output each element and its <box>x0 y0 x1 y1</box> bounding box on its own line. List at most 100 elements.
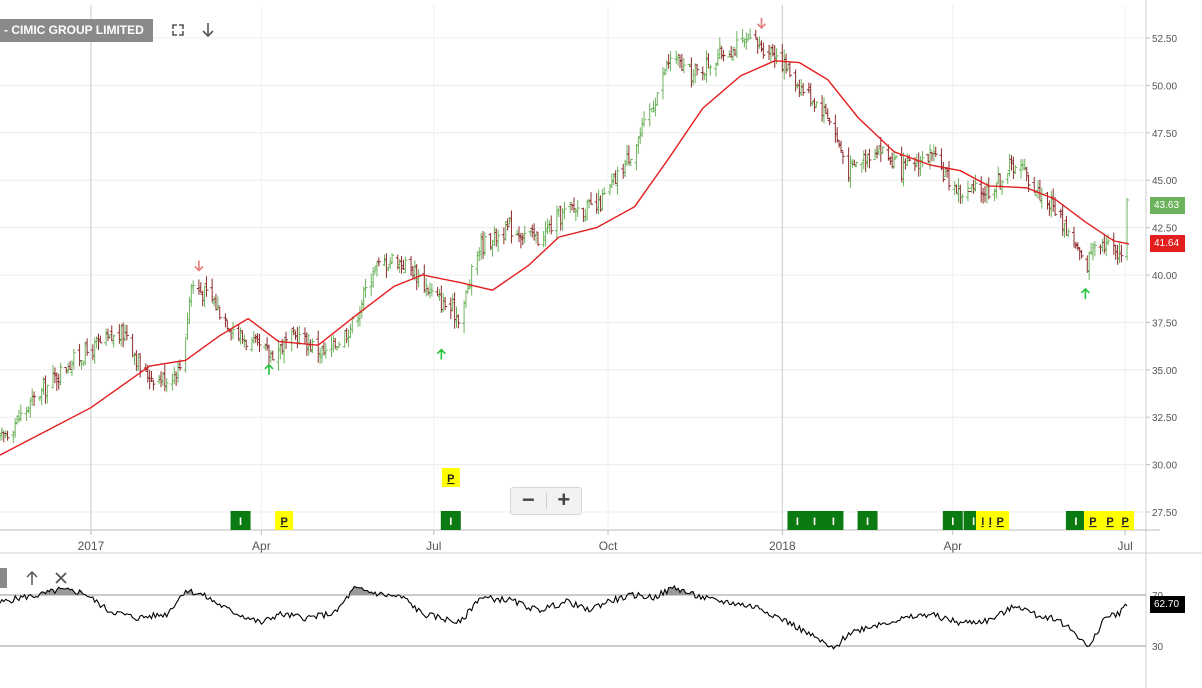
ohlc-bar <box>575 199 580 218</box>
signal-badge: P <box>1101 511 1120 530</box>
ohlc-bar <box>933 146 938 158</box>
close-icon[interactable] <box>53 568 69 594</box>
ohlc-bar <box>642 111 647 127</box>
signal-badge-box <box>787 511 808 530</box>
buy-signal-arrow-icon <box>1080 287 1090 299</box>
ohlc-bar <box>668 51 673 72</box>
download-arrow-icon[interactable] <box>198 20 218 40</box>
signal-badge: P <box>1116 511 1135 530</box>
ohlc-bar <box>1119 244 1124 263</box>
ohlc-bar <box>1013 164 1018 175</box>
ohlc-bar <box>482 232 487 256</box>
ohlc-bar <box>509 210 514 244</box>
x-tick-label: Jul <box>1117 539 1132 553</box>
y-tick-label: 40.00 <box>1152 271 1177 282</box>
signal-badge: I <box>787 511 808 530</box>
ohlc-bar <box>5 430 10 441</box>
moving-average-line <box>0 60 1130 456</box>
ohlc-bar <box>284 331 289 349</box>
signal-badge: P <box>275 511 294 530</box>
ohlc-bar <box>124 324 129 341</box>
signal-badge-label: I <box>449 516 452 528</box>
ohlc-bar <box>839 140 844 153</box>
ohlc-bar <box>111 334 116 348</box>
indicator-drag-handle[interactable] <box>0 568 7 588</box>
ohlc-bar <box>647 103 652 127</box>
signal-badge-label: P <box>1089 516 1096 528</box>
ohlc-bar <box>549 215 554 235</box>
ohlc-bar <box>965 180 970 202</box>
chart-title-badge[interactable]: - CIMIC GROUP LIMITED <box>0 19 153 42</box>
ohlc-bar <box>71 348 76 370</box>
y-tick-label: 50.00 <box>1152 81 1177 92</box>
ohlc-bar <box>85 338 90 356</box>
y-tick-label: 47.50 <box>1152 129 1177 140</box>
y-tick-label: 30.00 <box>1152 461 1177 472</box>
ohlc-bar <box>947 161 952 191</box>
ohlc-bar <box>655 92 660 107</box>
zoom-controls: − + <box>510 487 582 515</box>
x-tick-label: Oct <box>599 539 618 553</box>
ohlc-bar <box>1106 234 1111 245</box>
ohlc-bar <box>814 101 819 107</box>
ohlc-bar <box>892 150 897 169</box>
ohlc-bar <box>151 380 156 391</box>
x-tick-label: 2018 <box>769 539 796 553</box>
ohlc-bar <box>45 384 50 404</box>
signal-badge-label: P <box>1106 516 1113 528</box>
y-tick-label: 42.50 <box>1152 224 1177 235</box>
sell-signal-arrow-icon <box>194 260 204 272</box>
ohlc-bar <box>681 58 686 74</box>
zoom-out-button[interactable]: − <box>521 487 535 512</box>
ohlc-bar <box>522 225 527 244</box>
ohlc-bar <box>448 297 453 319</box>
signal-badge-label: I <box>796 516 799 528</box>
ohlc-bar <box>695 63 700 76</box>
signal-badge: I <box>1065 511 1086 530</box>
ohlc-bar <box>98 335 103 344</box>
ohlc-bar <box>1092 241 1097 257</box>
ohlc-bar <box>32 391 37 406</box>
signal-badge-box <box>823 511 844 530</box>
zoom-in-button[interactable]: + <box>557 487 571 512</box>
ohlc-bar <box>390 253 395 265</box>
signal-badge: P <box>1083 511 1102 530</box>
ohlc-bar <box>893 154 898 159</box>
signal-badge-box <box>441 468 460 487</box>
ohlc-bar <box>535 231 540 246</box>
ohlc-bar <box>973 174 978 192</box>
expand-icon[interactable] <box>168 20 188 40</box>
signal-badge-label: I <box>951 516 954 528</box>
ohlc-bar <box>562 201 567 220</box>
signal-badge-label: P <box>1121 516 1128 528</box>
up-arrow-icon[interactable] <box>24 568 40 594</box>
ohlc-bar <box>337 341 342 348</box>
ohlc-bar <box>297 325 302 345</box>
ohlc-bar <box>215 296 220 311</box>
y-tick-label: 32.50 <box>1152 413 1177 424</box>
ohlc-bar <box>602 187 607 195</box>
ohlc-bar <box>291 326 296 336</box>
signal-badge-label: I <box>1074 516 1077 528</box>
ohlc-bar <box>363 278 368 298</box>
y-tick-label: 27.50 <box>1152 508 1177 519</box>
signal-badge: I <box>823 511 844 530</box>
ma-price-tag: 41.64 <box>1150 235 1186 252</box>
y-tick-label: 45.00 <box>1152 176 1177 187</box>
oscillator-line <box>0 584 1128 650</box>
buy-signal-arrow-icon <box>436 348 446 360</box>
signal-badge: I <box>942 511 963 530</box>
ohlc-bar <box>310 338 315 354</box>
signal-badge-label: P <box>996 516 1003 528</box>
ohlc-bar <box>230 321 235 340</box>
signal-badge-label: I <box>866 516 869 528</box>
ohlc-bar <box>443 296 448 310</box>
ohlc-bar <box>456 314 461 329</box>
ohlc-bar <box>1024 166 1029 182</box>
signal-badge-label: P <box>280 516 287 528</box>
ohlc-bar <box>79 360 84 370</box>
zoom-divider <box>545 493 547 509</box>
ohlc-bar <box>867 148 872 169</box>
ohlc-bar <box>960 193 965 204</box>
